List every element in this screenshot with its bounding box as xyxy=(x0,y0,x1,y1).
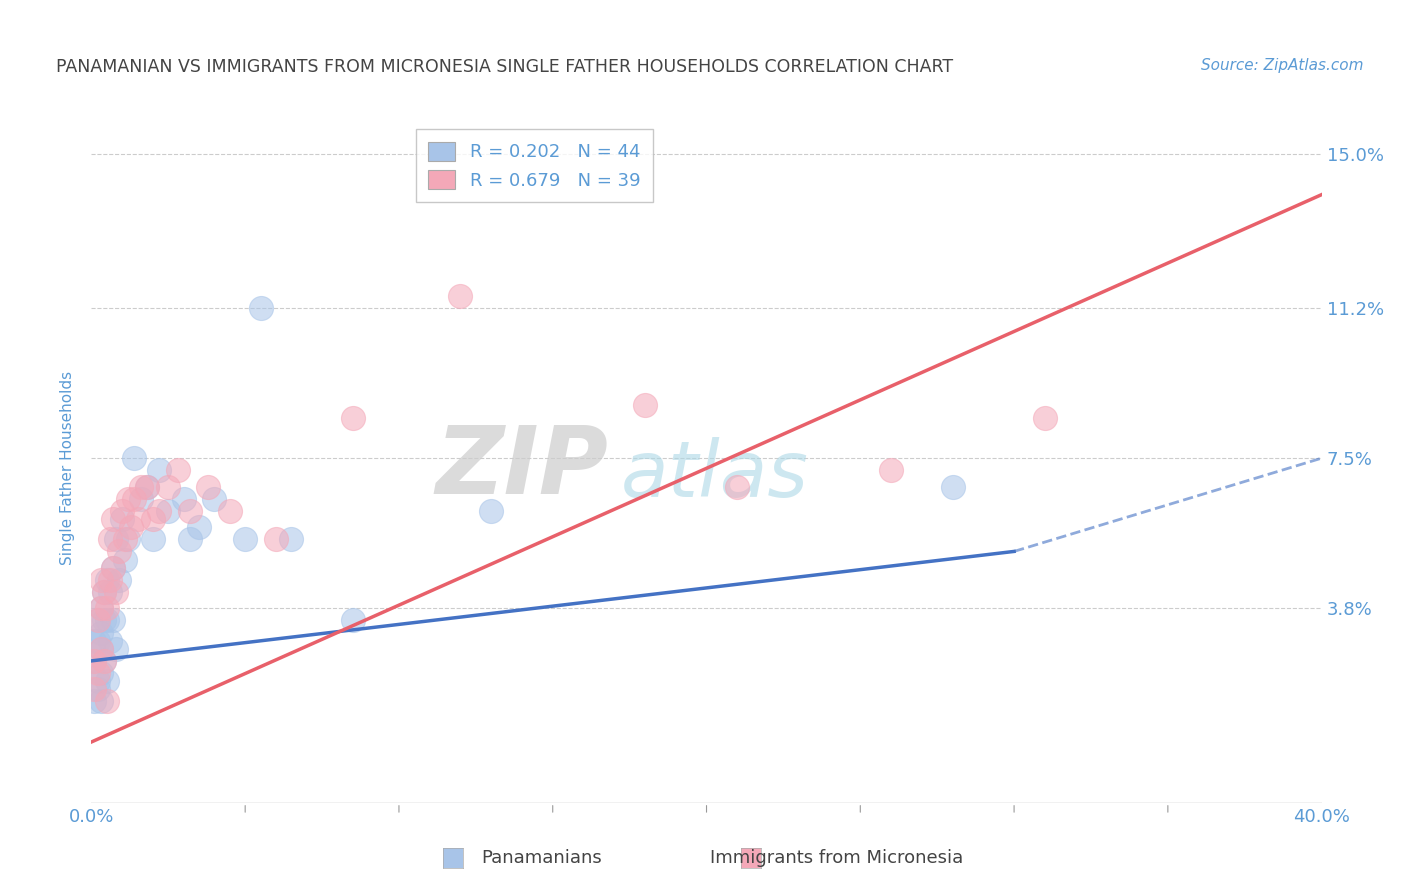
Y-axis label: Single Father Households: Single Father Households xyxy=(60,371,76,566)
Text: Source: ZipAtlas.com: Source: ZipAtlas.com xyxy=(1201,58,1364,73)
Point xyxy=(90,641,112,656)
Point xyxy=(90,573,112,587)
Point xyxy=(105,641,127,656)
Point xyxy=(188,520,211,534)
Text: atlas: atlas xyxy=(620,437,808,513)
Point xyxy=(98,533,121,547)
Legend: R = 0.202   N = 44, R = 0.679   N = 39: R = 0.202 N = 44, R = 0.679 N = 39 xyxy=(416,129,652,202)
Point xyxy=(264,533,287,547)
Point xyxy=(108,544,131,558)
Point xyxy=(86,613,108,627)
Text: PANAMANIAN VS IMMIGRANTS FROM MICRONESIA SINGLE FATHER HOUSEHOLDS CORRELATION CH: PANAMANIAN VS IMMIGRANTS FROM MICRONESIA… xyxy=(56,58,953,76)
Point xyxy=(634,399,657,413)
Point xyxy=(157,479,180,493)
Point xyxy=(202,491,225,506)
Point xyxy=(90,625,112,640)
Point xyxy=(93,654,115,668)
Point xyxy=(86,613,108,627)
Text: ZIP: ZIP xyxy=(436,422,607,515)
Point xyxy=(725,479,748,493)
Point xyxy=(96,674,118,689)
Point xyxy=(90,601,112,615)
Point xyxy=(93,613,115,627)
Point xyxy=(83,694,105,708)
Point xyxy=(90,641,112,656)
Point xyxy=(93,585,115,599)
Point xyxy=(101,560,124,574)
Point xyxy=(197,479,219,493)
Point xyxy=(479,504,502,518)
Point xyxy=(135,479,157,493)
Point xyxy=(108,573,131,587)
Point xyxy=(342,613,364,627)
Point xyxy=(105,533,127,547)
Point xyxy=(90,694,112,708)
Point xyxy=(129,491,152,506)
Point xyxy=(249,301,271,315)
Point xyxy=(86,674,108,689)
Point xyxy=(280,533,302,547)
Text: Panamanians: Panamanians xyxy=(481,849,602,867)
Point xyxy=(142,512,165,526)
Point xyxy=(127,512,149,526)
Point xyxy=(86,633,108,648)
Point xyxy=(90,601,112,615)
Point xyxy=(142,533,165,547)
Point xyxy=(96,694,118,708)
Point xyxy=(114,533,136,547)
Point xyxy=(233,533,256,547)
Point xyxy=(124,451,146,466)
Point xyxy=(101,512,124,526)
Point xyxy=(218,504,240,518)
Point xyxy=(942,479,965,493)
Point xyxy=(83,633,105,648)
Point xyxy=(1033,410,1056,425)
Text: Immigrants from Micronesia: Immigrants from Micronesia xyxy=(710,849,963,867)
Point xyxy=(173,491,195,506)
Point xyxy=(179,533,201,547)
Point xyxy=(111,504,134,518)
Point xyxy=(117,491,139,506)
Point xyxy=(880,463,903,477)
Point xyxy=(98,573,121,587)
Point xyxy=(342,410,364,425)
Point xyxy=(101,560,124,574)
Point xyxy=(179,504,201,518)
Point xyxy=(111,512,134,526)
Point xyxy=(93,654,115,668)
Point xyxy=(124,491,146,506)
Point xyxy=(117,533,139,547)
Point xyxy=(101,613,124,627)
Point xyxy=(83,682,105,697)
Point xyxy=(96,613,118,627)
Point xyxy=(93,585,115,599)
Point xyxy=(98,633,121,648)
Point xyxy=(449,289,471,303)
Point xyxy=(105,585,127,599)
Point xyxy=(114,552,136,566)
Point xyxy=(148,463,170,477)
Point xyxy=(135,479,157,493)
Point xyxy=(166,463,188,477)
Point xyxy=(120,520,142,534)
Point xyxy=(83,654,105,668)
Point xyxy=(83,654,105,668)
Point xyxy=(129,479,152,493)
Point xyxy=(86,682,108,697)
Point xyxy=(96,601,118,615)
Point xyxy=(90,666,112,681)
Point xyxy=(98,585,121,599)
Point xyxy=(157,504,180,518)
Point xyxy=(86,666,108,681)
Point xyxy=(148,504,170,518)
Point xyxy=(96,573,118,587)
